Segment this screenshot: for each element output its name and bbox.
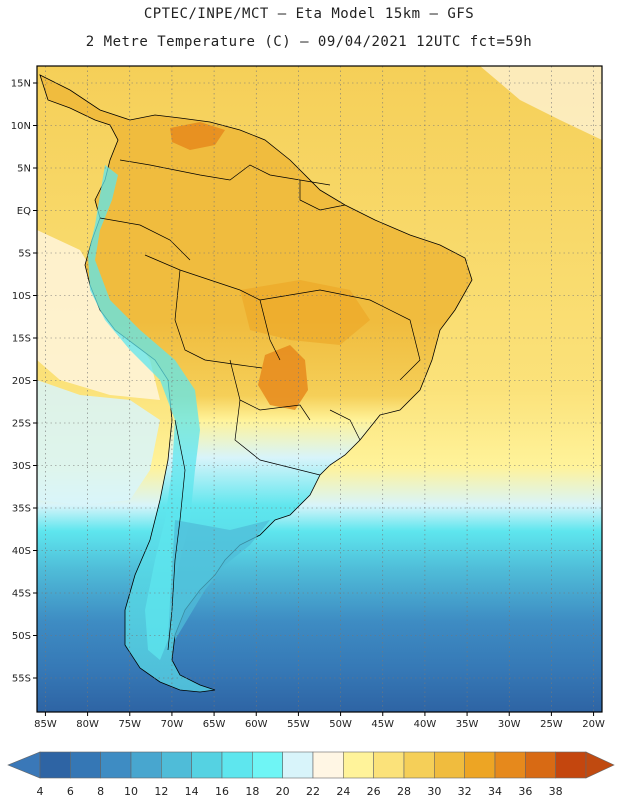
colorbar-label: 24 bbox=[336, 785, 350, 798]
colorbar-swatch bbox=[343, 751, 374, 779]
pacific-pale-band bbox=[37, 230, 160, 400]
lat-tick-label: 15N bbox=[11, 79, 31, 90]
central-brazil-warm bbox=[240, 280, 370, 345]
colorbar-low-arrow bbox=[7, 751, 41, 779]
lat-tick-label: EQ bbox=[17, 206, 31, 217]
colorbar-label: 26 bbox=[367, 785, 381, 798]
colorbar-swatch bbox=[494, 751, 526, 779]
colorbar-label: 38 bbox=[549, 785, 563, 798]
lon-tick-label: 65W bbox=[203, 719, 226, 730]
colorbar-swatch bbox=[100, 751, 132, 779]
colorbar-swatch bbox=[555, 751, 587, 779]
colorbar-swatch bbox=[403, 751, 435, 779]
lon-tick-label: 75W bbox=[118, 719, 141, 730]
colorbar-label: 36 bbox=[518, 785, 532, 798]
lon-tick-label: 25W bbox=[540, 719, 563, 730]
lat-tick-label: 5N bbox=[17, 164, 31, 175]
latitude-axis: 15N 10N 5N EQ 5S 10S 15S 20S 25S 30S 35S 40S 45S 50S 5… bbox=[11, 79, 37, 685]
colorbar-swatch bbox=[70, 751, 101, 779]
colorbar-label: 34 bbox=[488, 785, 502, 798]
lat-tick-label: 40S bbox=[12, 546, 31, 557]
lat-tick-label: 15S bbox=[12, 334, 31, 345]
lon-tick-label: 40W bbox=[414, 719, 437, 730]
lat-tick-label: 45S bbox=[12, 589, 31, 600]
colorbar-label: 20 bbox=[276, 785, 290, 798]
map-area bbox=[37, 66, 602, 712]
chart-title-line2: 2 Metre Temperature (C) – 09/04/2021 12U… bbox=[85, 34, 533, 50]
colorbar-label: 8 bbox=[97, 785, 104, 798]
colorbar-label: 14 bbox=[185, 785, 199, 798]
country-borders bbox=[99, 159, 421, 651]
lat-tick-label: 35S bbox=[12, 504, 31, 515]
colorbar-swatch bbox=[252, 751, 283, 779]
lat-tick-label: 10S bbox=[12, 291, 31, 302]
atlantic-pale-patch bbox=[480, 66, 602, 140]
lon-tick-label: 70W bbox=[161, 719, 184, 730]
colorbar-high-arrow bbox=[585, 751, 615, 779]
colorbar-swatch bbox=[161, 751, 192, 779]
lon-tick-label: 30W bbox=[498, 719, 521, 730]
colorbar-swatch bbox=[191, 751, 223, 779]
lat-tick-label: 25S bbox=[12, 419, 31, 430]
venezuela-hot-spot bbox=[170, 122, 225, 150]
colorbar: 4 6 8 10 12 14 16 18 20 22 24 26 28 30 32 34 36 38 bbox=[7, 751, 615, 798]
lat-tick-label: 50S bbox=[12, 631, 31, 642]
colorbar-swatch bbox=[434, 751, 465, 779]
colorbar-label: 30 bbox=[427, 785, 441, 798]
chaco-hot-spot bbox=[258, 345, 308, 410]
colorbar-label: 28 bbox=[397, 785, 411, 798]
lat-tick-label: 55S bbox=[12, 674, 31, 685]
colorbar-label: 32 bbox=[458, 785, 472, 798]
lat-tick-label: 5S bbox=[18, 249, 31, 260]
colorbar-swatch bbox=[39, 751, 71, 779]
chart-title-line1: CPTEC/INPE/MCT – Eta Model 15km – GFS bbox=[143, 6, 475, 22]
colorbar-swatch bbox=[130, 751, 162, 779]
lon-tick-label: 55W bbox=[287, 719, 310, 730]
lat-tick-label: 20S bbox=[12, 376, 31, 387]
colorbar-swatch bbox=[221, 751, 253, 779]
longitude-axis: 85W 80W 75W 70W 65W 60W 55W 50W 45W 40W 35W 30W 25W 2… bbox=[34, 712, 605, 730]
lon-tick-label: 80W bbox=[76, 719, 99, 730]
lat-tick-label: 30S bbox=[12, 461, 31, 472]
map-frame bbox=[36, 65, 603, 713]
lon-tick-label: 50W bbox=[329, 719, 352, 730]
colorbar-label: 16 bbox=[215, 785, 229, 798]
colorbar-label: 12 bbox=[154, 785, 168, 798]
colorbar-label: 18 bbox=[245, 785, 259, 798]
patagonia-cool-plain bbox=[170, 520, 270, 640]
colorbar-swatch bbox=[373, 751, 405, 779]
colorbar-swatch bbox=[312, 751, 344, 779]
colorbar-swatch bbox=[525, 751, 556, 779]
colorbar-label: 6 bbox=[67, 785, 74, 798]
lon-tick-label: 35W bbox=[456, 719, 479, 730]
lon-tick-label: 60W bbox=[245, 719, 268, 730]
pacific-cool-tongue bbox=[37, 380, 160, 505]
lon-tick-label: 45W bbox=[371, 719, 394, 730]
andes-cool-ridge bbox=[88, 165, 200, 660]
colorbar-swatch bbox=[464, 751, 496, 779]
colorbar-label: 4 bbox=[37, 785, 44, 798]
colorbar-label: 22 bbox=[306, 785, 320, 798]
colorbar-label: 10 bbox=[124, 785, 138, 798]
lat-tick-label: 10N bbox=[11, 121, 31, 132]
lon-tick-label: 85W bbox=[34, 719, 57, 730]
lon-tick-label: 20W bbox=[582, 719, 605, 730]
colorbar-swatch bbox=[282, 751, 314, 779]
